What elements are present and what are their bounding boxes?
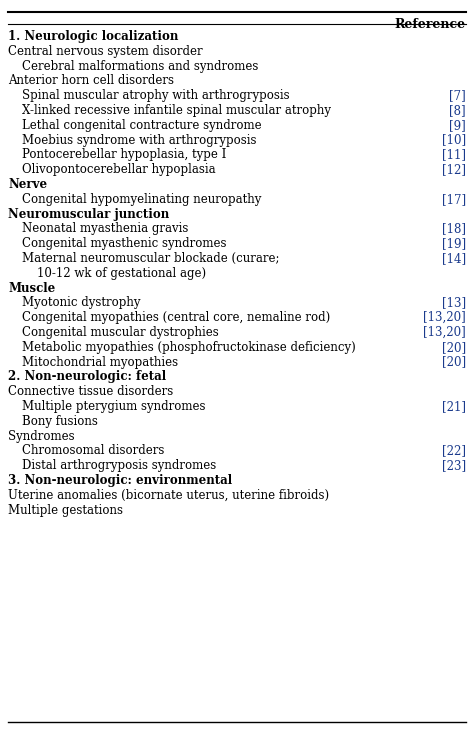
Text: [8]: [8] <box>449 104 466 117</box>
Text: Muscle: Muscle <box>8 282 55 295</box>
Text: Congenital myasthenic syndromes: Congenital myasthenic syndromes <box>22 237 227 250</box>
Text: Nerve: Nerve <box>8 178 47 191</box>
Text: Mitochondrial myopathies: Mitochondrial myopathies <box>22 356 178 369</box>
Text: Pontocerebellar hypoplasia, type I: Pontocerebellar hypoplasia, type I <box>22 148 227 161</box>
Text: Congenital hypomyelinating neuropathy: Congenital hypomyelinating neuropathy <box>22 193 261 206</box>
Text: Anterior horn cell disorders: Anterior horn cell disorders <box>8 74 174 88</box>
Text: Lethal congenital contracture syndrome: Lethal congenital contracture syndrome <box>22 119 262 132</box>
Text: Olivopontocerebellar hypoplasia: Olivopontocerebellar hypoplasia <box>22 164 216 176</box>
Text: Neonatal myasthenia gravis: Neonatal myasthenia gravis <box>22 223 188 235</box>
Text: Syndromes: Syndromes <box>8 429 74 442</box>
Text: [9]: [9] <box>449 119 466 132</box>
Text: [21]: [21] <box>442 400 466 413</box>
Text: [20]: [20] <box>442 356 466 369</box>
Text: Myotonic dystrophy: Myotonic dystrophy <box>22 296 140 310</box>
Text: [17]: [17] <box>442 193 466 206</box>
Text: [7]: [7] <box>449 89 466 102</box>
Text: Metabolic myopathies (phosphofructokinase deficiency): Metabolic myopathies (phosphofructokinas… <box>22 341 356 354</box>
Text: Multiple pterygium syndromes: Multiple pterygium syndromes <box>22 400 206 413</box>
Text: [20]: [20] <box>442 341 466 354</box>
Text: [22]: [22] <box>442 445 466 458</box>
Text: [13,20]: [13,20] <box>423 311 466 324</box>
Text: Neuromuscular junction: Neuromuscular junction <box>8 207 169 220</box>
Text: Spinal muscular atrophy with arthrogryposis: Spinal muscular atrophy with arthrogrypo… <box>22 89 290 102</box>
Text: Multiple gestations: Multiple gestations <box>8 504 123 517</box>
Text: Bony fusions: Bony fusions <box>22 415 98 428</box>
Text: [12]: [12] <box>442 164 466 176</box>
Text: 3. Non-neurologic: environmental: 3. Non-neurologic: environmental <box>8 474 232 487</box>
Text: Congenital muscular dystrophies: Congenital muscular dystrophies <box>22 326 219 339</box>
Text: Congenital myopathies (central core, nemaline rod): Congenital myopathies (central core, nem… <box>22 311 330 324</box>
Text: 1. Neurologic localization: 1. Neurologic localization <box>8 30 178 43</box>
Text: Reference: Reference <box>395 18 466 31</box>
Text: Maternal neuromuscular blockade (curare;: Maternal neuromuscular blockade (curare; <box>22 252 280 265</box>
Text: Moebius syndrome with arthrogryposis: Moebius syndrome with arthrogryposis <box>22 134 256 147</box>
Text: Central nervous system disorder: Central nervous system disorder <box>8 45 202 58</box>
Text: X-linked recessive infantile spinal muscular atrophy: X-linked recessive infantile spinal musc… <box>22 104 331 117</box>
Text: 10-12 wk of gestational age): 10-12 wk of gestational age) <box>22 266 206 280</box>
Text: [13]: [13] <box>442 296 466 310</box>
Text: Uterine anomalies (bicornate uterus, uterine fibroids): Uterine anomalies (bicornate uterus, ute… <box>8 489 329 502</box>
Text: Chromosomal disorders: Chromosomal disorders <box>22 445 164 458</box>
Text: [11]: [11] <box>442 148 466 161</box>
Text: [10]: [10] <box>442 134 466 147</box>
Text: Connective tissue disorders: Connective tissue disorders <box>8 385 173 398</box>
Text: [18]: [18] <box>442 223 466 235</box>
Text: Cerebral malformations and syndromes: Cerebral malformations and syndromes <box>22 60 258 72</box>
Text: 2. Non-neurologic: fetal: 2. Non-neurologic: fetal <box>8 370 166 383</box>
Text: [14]: [14] <box>442 252 466 265</box>
Text: [19]: [19] <box>442 237 466 250</box>
Text: [23]: [23] <box>442 459 466 472</box>
Text: [13,20]: [13,20] <box>423 326 466 339</box>
Text: Distal arthrogryposis syndromes: Distal arthrogryposis syndromes <box>22 459 216 472</box>
